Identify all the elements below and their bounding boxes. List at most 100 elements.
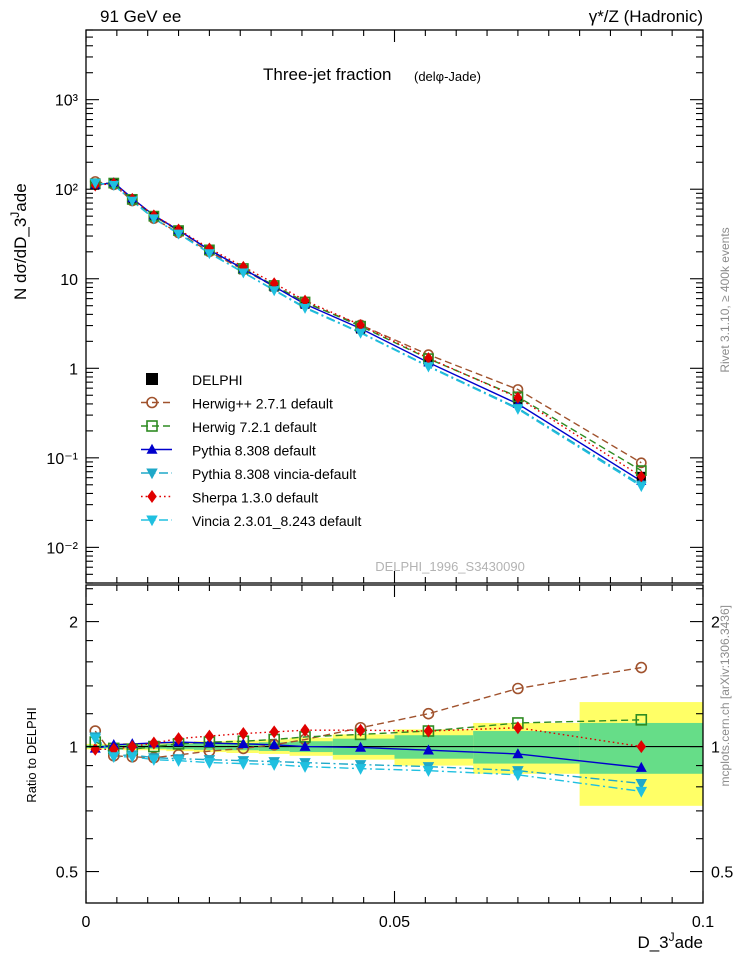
data-marker xyxy=(635,661,648,674)
legend-label: Vincia 2.3.01_8.243 default xyxy=(192,513,362,529)
header-right: γ*/Z (Hadronic) xyxy=(589,7,703,26)
y-tick-label-ratio-right: 2 xyxy=(711,615,720,632)
legend-item[interactable]: Pythia 8.308 vincia-default xyxy=(141,466,356,482)
side-label-rivet: Rivet 3.1.10, ≥ 400k events xyxy=(718,227,732,372)
data-marker xyxy=(512,682,524,695)
data-marker xyxy=(127,740,138,754)
x-label-text: D_3 xyxy=(637,933,668,952)
ratio-panel-curves xyxy=(89,661,648,798)
y-tick-label-main: 10 xyxy=(60,272,78,289)
data-marker xyxy=(146,420,158,432)
data-marker xyxy=(126,752,139,764)
data-marker xyxy=(172,756,185,767)
legend-item[interactable]: Sherpa 1.3.0 default xyxy=(141,490,318,506)
data-marker xyxy=(146,468,158,480)
data-marker xyxy=(203,758,216,769)
plot-title: Three-jet fraction xyxy=(263,65,392,84)
legend-item[interactable]: Vincia 2.3.01_8.243 default xyxy=(141,513,362,529)
data-marker xyxy=(269,725,279,739)
legend-label: Pythia 8.308 vincia-default xyxy=(192,466,356,482)
data-marker xyxy=(269,277,279,290)
data-marker xyxy=(238,268,249,279)
x-axis-label: D_3Jade xyxy=(637,930,703,952)
data-marker xyxy=(635,761,647,772)
x-tick-label: 0.1 xyxy=(692,914,714,931)
data-marker xyxy=(424,352,433,365)
legend-label: Herwig++ 2.7.1 default xyxy=(192,396,333,412)
data-marker xyxy=(354,764,367,775)
side-label-mcplots: mcplots.cern.ch [arXiv:1306.3436] xyxy=(718,605,732,786)
data-marker xyxy=(146,373,158,385)
data-marker xyxy=(126,196,138,207)
data-marker xyxy=(513,721,523,735)
y-tick-label-ratio-right: 0.5 xyxy=(711,865,733,882)
data-marker xyxy=(355,328,366,339)
data-marker xyxy=(355,723,366,737)
data-marker xyxy=(422,707,435,720)
data-marker xyxy=(238,260,248,273)
data-marker xyxy=(268,286,280,297)
legend-label: DELPHI xyxy=(192,372,243,388)
svg-text:N dσ/dD_3Jade: N dσ/dD_3Jade xyxy=(8,183,30,300)
data-marker xyxy=(635,778,648,790)
y-main-label-tail: ade xyxy=(11,183,30,211)
y-main-label-text: N dσ/dD_3 xyxy=(11,218,30,300)
axis-ticks xyxy=(85,29,704,903)
ratio-markers xyxy=(90,721,647,756)
data-marker xyxy=(423,724,434,738)
y-tick-label-ratio-right: 1 xyxy=(711,740,720,757)
data-marker xyxy=(173,229,184,240)
y-axis-main-label: N dσ/dD_3Jade xyxy=(8,183,30,300)
data-marker xyxy=(635,786,648,798)
data-marker xyxy=(299,740,311,751)
y-ratio-label-text: Ratio to DELPHI xyxy=(24,707,39,802)
data-marker xyxy=(173,732,184,746)
data-marker xyxy=(146,515,158,527)
legend-item[interactable]: Pythia 8.308 default xyxy=(141,443,316,459)
data-marker xyxy=(423,362,434,373)
legend-item[interactable]: Herwig++ 2.7.1 default xyxy=(141,396,333,412)
axis-tick-labels: 10³ 10² 10 1 10⁻¹ 10⁻² 2 2 1 1 0.5 0.5 0 0.05 0.1 xyxy=(46,93,733,931)
side-label-mcplots-text: mcplots.cern.ch [arXiv:1306.3436] xyxy=(718,605,732,786)
data-marker xyxy=(422,766,435,777)
watermark: DELPHI_1996_S3430090 xyxy=(375,559,525,574)
data-marker xyxy=(422,744,434,755)
data-marker xyxy=(89,178,101,189)
data-marker xyxy=(268,760,280,771)
data-marker xyxy=(512,404,524,415)
data-marker xyxy=(635,714,648,726)
data-marker xyxy=(268,739,280,750)
data-marker xyxy=(300,723,310,737)
data-marker xyxy=(356,318,365,331)
data-marker xyxy=(108,181,120,191)
data-marker xyxy=(300,294,310,307)
ratio-markers xyxy=(89,734,648,798)
data-marker xyxy=(512,770,524,782)
y-tick-label-main: 10⁻² xyxy=(46,540,78,557)
data-marker xyxy=(512,748,524,759)
data-marker xyxy=(635,457,647,469)
y-tick-label-main: 10³ xyxy=(55,93,79,110)
data-marker xyxy=(148,214,160,225)
x-tick-label: 0.05 xyxy=(379,914,410,931)
plot-title-parenthetical: (delφ-Jade) xyxy=(414,69,481,84)
data-marker xyxy=(636,482,647,493)
legend: DELPHI Herwig++ 2.7.1 default Herwig 7.2.1… xyxy=(141,372,362,529)
y-tick-label-ratio: 1 xyxy=(69,740,78,757)
data-marker xyxy=(146,443,158,454)
legend-label: Herwig 7.2.1 default xyxy=(192,419,317,435)
x-label-sup: J xyxy=(669,930,675,944)
header-left: 91 GeV ee xyxy=(100,7,181,26)
data-marker xyxy=(148,755,160,766)
legend-item[interactable]: DELPHI xyxy=(146,372,243,388)
data-marker xyxy=(147,490,157,503)
data-marker xyxy=(513,391,523,404)
x-tick-label: 0 xyxy=(82,914,91,931)
side-label-rivet-text: Rivet 3.1.10, ≥ 400k events xyxy=(718,227,732,372)
legend-item[interactable]: Herwig 7.2.1 default xyxy=(141,419,317,435)
data-marker xyxy=(355,741,367,752)
data-marker xyxy=(636,470,646,483)
main-markers xyxy=(89,178,647,493)
